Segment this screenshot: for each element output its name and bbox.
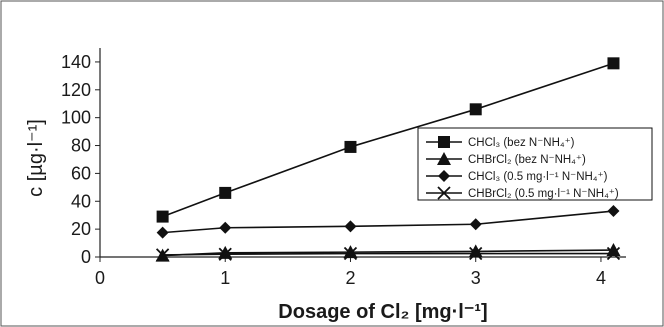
legend-marker: [437, 152, 451, 165]
x-tick-label: 1: [220, 268, 230, 288]
y-tick-label: 40: [71, 191, 91, 211]
data-point: [469, 218, 482, 231]
y-tick-label: 20: [71, 219, 91, 239]
legend-marker: [438, 136, 450, 148]
y-tick-label: 120: [61, 80, 91, 100]
legend-box: [417, 127, 653, 201]
legend-entry-2: CHBrCl₂ (bez N⁻NH₄⁺): [426, 152, 586, 166]
legend-entry-4: CHBrCl₂ (0.5 mg·l⁻¹ N⁻NH₄⁺): [426, 186, 619, 200]
y-tick-label: 60: [71, 163, 91, 183]
data-point: [343, 245, 358, 259]
legend-marker: [438, 170, 450, 182]
x-axis-title: Dosage of Cl₂ [mg·l⁻¹]: [278, 301, 487, 323]
data-point: [607, 57, 620, 70]
data-point: [156, 210, 169, 223]
legend-entry-3: CHCl₃ (0.5 mg·l⁻¹ N⁻NH₄⁺): [426, 170, 608, 183]
legend-label: CHCl₃ (bez N⁻NH₄⁺): [468, 137, 575, 149]
y-tick-label: 80: [71, 136, 91, 156]
data-point: [607, 205, 620, 218]
legend-label: CHBrCl₂ (0.5 mg·l⁻¹ N⁻NH₄⁺): [468, 188, 619, 200]
y-tick-label: 140: [61, 52, 91, 72]
data-point: [469, 103, 482, 116]
series-1: [156, 57, 620, 223]
data-point: [344, 140, 357, 153]
data-point: [218, 247, 232, 261]
series-4: [155, 246, 621, 262]
x-tick-label: 4: [596, 268, 606, 288]
legend-marker: [437, 186, 451, 200]
legend-label: CHCl₃ (0.5 mg·l⁻¹ N⁻NH₄⁺): [468, 171, 608, 183]
x-tick-label: 3: [471, 268, 481, 288]
data-point: [469, 246, 483, 261]
legend-label: CHBrCl₂ (bez N⁻NH₄⁺): [468, 154, 586, 166]
legend: CHCl₃ (bez N⁻NH₄⁺) CHBrCl₂ (bez N⁻NH₄⁺) CH…: [417, 127, 653, 201]
axes: 0 20 40 60 80 100 120 140 0 1 2 3 4: [61, 48, 626, 288]
data-point: [155, 248, 170, 262]
data-point: [606, 246, 621, 261]
x-tick-label: 0: [95, 268, 105, 288]
legend-entry-1: CHCl₃ (bez N⁻NH₄⁺): [426, 136, 575, 149]
y-axis-title: c [µg·l⁻¹]: [25, 119, 47, 197]
series-3: [156, 205, 620, 239]
y-tick-label: 100: [61, 108, 91, 128]
data-point: [344, 220, 357, 233]
y-tick-label: 0: [81, 247, 91, 267]
data-point: [218, 245, 233, 259]
data-point: [219, 186, 232, 199]
x-tick-label: 2: [345, 268, 355, 288]
data-point: [156, 226, 169, 239]
data-point: [343, 246, 358, 261]
data-point: [219, 221, 232, 234]
plot-marks: [155, 57, 621, 262]
